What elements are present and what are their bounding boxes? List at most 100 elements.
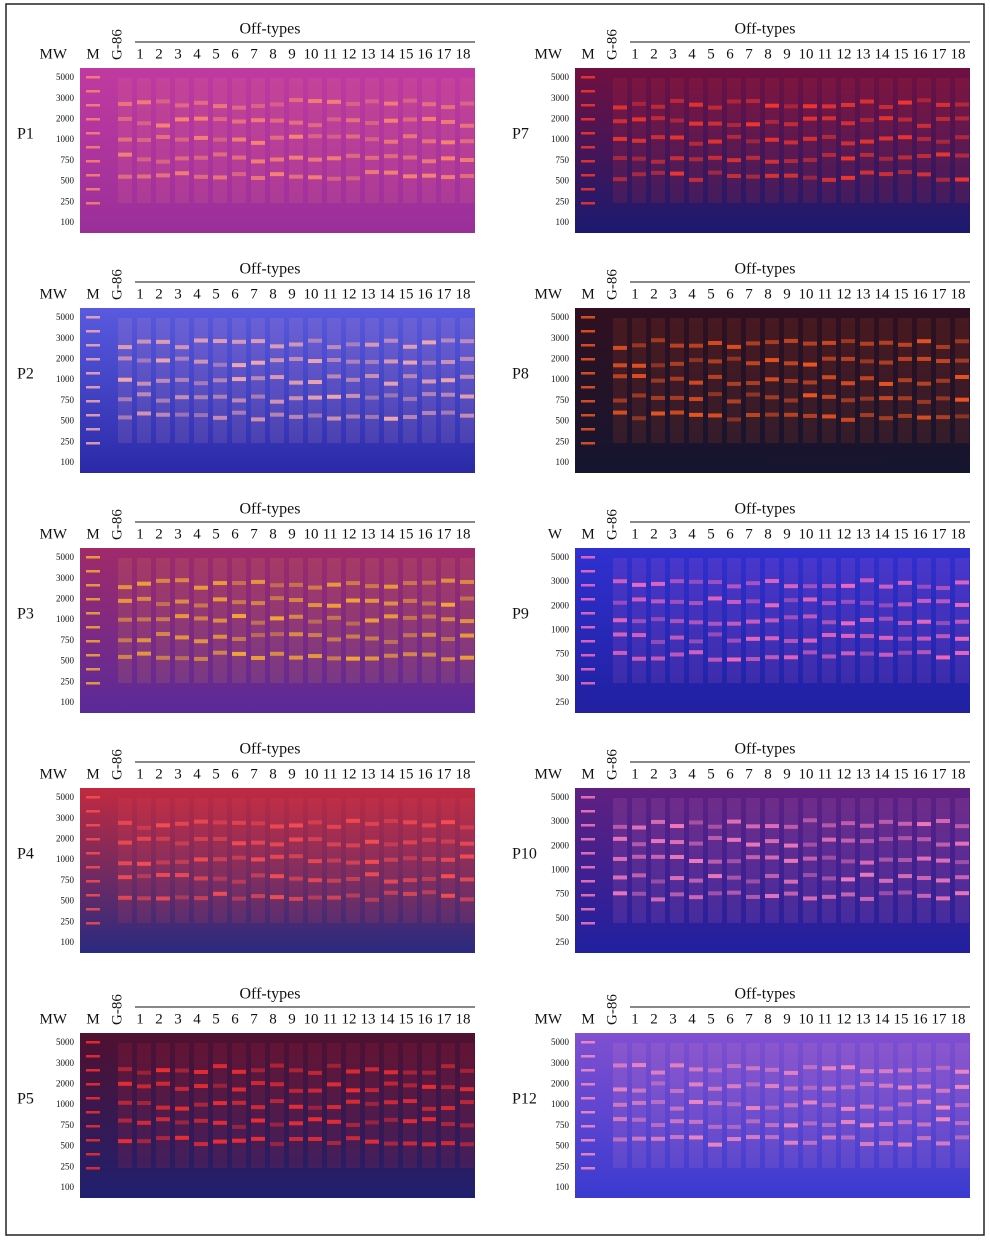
band bbox=[651, 854, 665, 859]
band bbox=[270, 172, 284, 177]
ladder-band bbox=[86, 908, 100, 911]
lane-number: 14 bbox=[380, 766, 396, 782]
lane-number: 8 bbox=[764, 766, 772, 782]
ladder-label: 300 bbox=[556, 673, 570, 683]
band bbox=[803, 650, 817, 655]
band bbox=[632, 138, 646, 143]
band bbox=[251, 1136, 265, 1141]
band bbox=[308, 380, 322, 385]
ladder-band bbox=[86, 188, 100, 191]
lane-number: 1 bbox=[136, 286, 144, 302]
band bbox=[403, 415, 417, 420]
control-label: G-86 bbox=[109, 994, 125, 1025]
ladder-label: 500 bbox=[556, 1141, 570, 1151]
lane-number: 12 bbox=[342, 286, 357, 302]
ladder-band bbox=[86, 1041, 100, 1044]
band bbox=[137, 596, 151, 601]
band bbox=[765, 1105, 779, 1110]
band bbox=[289, 896, 303, 901]
lane bbox=[822, 78, 836, 203]
band bbox=[365, 414, 379, 419]
ladder-band bbox=[581, 1153, 595, 1156]
marker-label: M bbox=[581, 1011, 594, 1027]
ladder-label: 250 bbox=[61, 676, 75, 686]
ladder-band bbox=[86, 330, 100, 333]
band bbox=[841, 838, 855, 843]
gel bbox=[80, 1033, 475, 1198]
lane bbox=[232, 558, 246, 683]
group-label: Off-types bbox=[734, 261, 795, 278]
band bbox=[289, 1088, 303, 1093]
band bbox=[898, 874, 912, 879]
band bbox=[803, 380, 817, 385]
band bbox=[822, 356, 836, 361]
band bbox=[270, 118, 284, 123]
band bbox=[689, 895, 703, 900]
lane-number: 18 bbox=[456, 286, 471, 302]
lane bbox=[251, 318, 265, 443]
band bbox=[898, 100, 912, 105]
ladder-label: 2000 bbox=[551, 600, 570, 610]
lane bbox=[689, 78, 703, 203]
lane bbox=[327, 558, 341, 683]
band bbox=[765, 395, 779, 400]
band bbox=[346, 1136, 360, 1141]
band bbox=[613, 136, 627, 141]
lane-number: 6 bbox=[231, 1011, 239, 1027]
panel-label: P2 bbox=[17, 366, 34, 383]
band bbox=[746, 855, 760, 860]
band bbox=[651, 819, 665, 824]
lane-number: 2 bbox=[155, 46, 163, 62]
mw-label: MW bbox=[40, 286, 68, 302]
band bbox=[327, 1063, 341, 1068]
band bbox=[784, 584, 798, 589]
lane bbox=[651, 558, 665, 683]
marker-label: M bbox=[86, 766, 99, 782]
ladder-band bbox=[86, 174, 100, 177]
band bbox=[365, 155, 379, 160]
band bbox=[308, 619, 322, 624]
band bbox=[765, 655, 779, 660]
band bbox=[194, 174, 208, 179]
lane bbox=[860, 798, 874, 923]
ladder-band bbox=[86, 400, 100, 403]
band bbox=[365, 656, 379, 661]
ladder-label: 250 bbox=[556, 1161, 570, 1171]
ladder-band bbox=[86, 358, 100, 361]
band bbox=[156, 617, 170, 622]
lane bbox=[689, 1043, 703, 1168]
band bbox=[879, 1121, 893, 1126]
band bbox=[232, 410, 246, 415]
lane bbox=[460, 318, 474, 443]
band bbox=[613, 1102, 627, 1107]
band bbox=[156, 836, 170, 841]
marker-label: M bbox=[581, 286, 594, 302]
band bbox=[879, 1141, 893, 1146]
band bbox=[156, 99, 170, 104]
band bbox=[365, 821, 379, 826]
lane bbox=[879, 798, 893, 923]
band bbox=[917, 636, 931, 641]
band bbox=[422, 632, 436, 637]
lane-number: 5 bbox=[212, 1011, 220, 1027]
band bbox=[632, 416, 646, 421]
ladder-label: 5000 bbox=[551, 1037, 570, 1047]
lane-number: 8 bbox=[269, 46, 277, 62]
band bbox=[822, 104, 836, 109]
lane-number: 6 bbox=[726, 766, 734, 782]
ladder-band bbox=[86, 1153, 100, 1156]
band bbox=[822, 414, 836, 419]
band bbox=[613, 1137, 627, 1142]
band bbox=[613, 1063, 627, 1068]
band bbox=[784, 1140, 798, 1145]
band bbox=[651, 116, 665, 121]
band bbox=[460, 356, 474, 361]
ladder-band bbox=[581, 556, 595, 559]
band bbox=[917, 837, 931, 842]
band bbox=[822, 1086, 836, 1091]
band bbox=[746, 636, 760, 641]
ladder-band bbox=[581, 330, 595, 333]
band bbox=[137, 825, 151, 830]
band bbox=[232, 581, 246, 586]
